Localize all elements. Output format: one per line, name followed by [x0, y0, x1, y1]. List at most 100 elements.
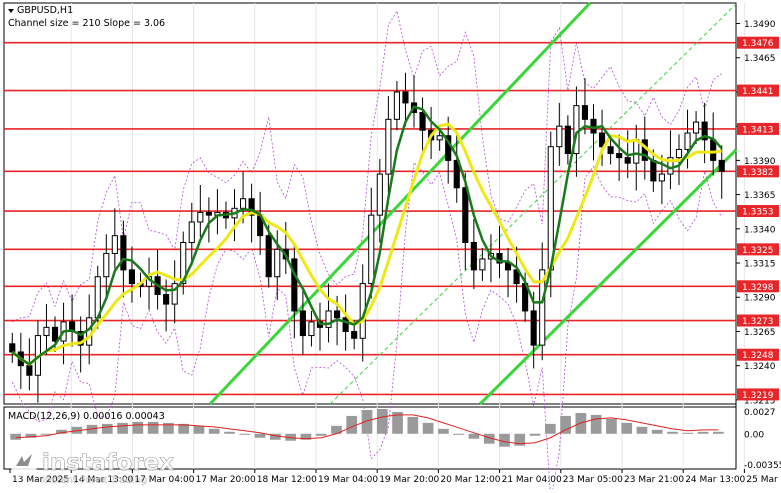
ma-slow-line: [11, 122, 722, 366]
price-tick-label: 1.3315: [744, 260, 776, 270]
candle-body: [675, 148, 683, 159]
candle-body: [633, 139, 640, 164]
candle-body: [265, 235, 272, 278]
macd-title: MACD(12,26,9) 0.00016 0.00043: [8, 411, 165, 422]
time-tick-label: 23 Mar 05:00: [563, 475, 623, 485]
level-label-box: [737, 84, 779, 97]
macd-histogram-bar: [117, 422, 128, 434]
channel-info: Channel size = 210 Slope = 3.06: [8, 18, 165, 29]
candle-body: [334, 310, 341, 319]
macd-histogram-bar: [331, 425, 342, 434]
candle-body: [504, 262, 512, 271]
level-labels: 1.3476 1.3441 1.3413 1.3382 1.3353 1.3325 1.32…: [737, 36, 779, 401]
ma-fast-line: [11, 105, 723, 366]
vertical-grid: [70, 3, 745, 469]
time-tick-label: 24 Mar 13:00: [685, 475, 745, 485]
candle-body: [248, 198, 255, 216]
band-upper-line: [12, 9, 722, 323]
time-tick-label: 19 Mar 04:00: [318, 475, 378, 485]
time-axis: 13 Mar 2025 14 Mar 13:00 17 Mar 04:00 17 Ma…: [9, 469, 781, 485]
price-tick-label: 1.3265: [744, 328, 776, 338]
macd-histogram-bar: [422, 422, 434, 434]
macd-histogram-bar: [392, 411, 403, 434]
level-label: 1.3441: [742, 87, 774, 97]
macd-tick-label: 0.0027: [744, 408, 776, 418]
macd-histogram-bar: [407, 416, 419, 434]
level-label: 1.3476: [742, 39, 774, 49]
macd-signal-line: [15, 414, 719, 445]
price-tick-label: 1.3215: [744, 396, 776, 406]
dropdown-triangle-icon[interactable]: [8, 9, 14, 13]
macd-histogram-bar: [178, 423, 190, 434]
candle-body: [650, 159, 657, 182]
level-label: 1.3382: [742, 168, 774, 178]
time-tick-label: 13 Mar 2025: [12, 475, 69, 485]
candle-body: [581, 105, 589, 120]
macd-histogram-bar: [590, 414, 602, 434]
level-label: 1.3353: [742, 208, 774, 218]
macd-histogram-bar: [544, 423, 556, 434]
time-tick-label: 17 Mar 20:00: [196, 475, 256, 485]
candle-body: [325, 310, 332, 328]
macd-histogram-bar: [376, 408, 388, 434]
time-tick-label: 14 Mar 13:00: [73, 475, 133, 485]
candle-body: [103, 252, 110, 278]
candle-body: [188, 221, 195, 244]
candle-body: [453, 159, 460, 189]
macd-histogram-bar: [56, 429, 67, 434]
candle-body: [710, 139, 717, 161]
macd-histogram-bar: [514, 433, 526, 446]
candle-body: [462, 187, 469, 244]
time-tick-label: 25 Mar 05:00: [746, 475, 781, 485]
level-label-box: [737, 122, 779, 135]
envelope-bands: [11, 9, 723, 493]
macd-histogram-bar: [361, 409, 373, 434]
candle-body: [274, 248, 281, 278]
candle-body: [393, 91, 400, 120]
candle-body: [376, 173, 383, 216]
candle-body: [351, 330, 358, 339]
macd-histogram-bar: [651, 429, 663, 434]
macd-histogram-bar: [193, 425, 205, 434]
macd-histogram-bar: [239, 433, 251, 435]
macd-histogram-bar: [300, 433, 312, 440]
candle-body: [693, 121, 700, 134]
candle-body: [701, 121, 708, 141]
price-tick-label: 1.3240: [744, 362, 776, 372]
candle-body: [419, 111, 426, 131]
macd-histogram-bar: [606, 418, 617, 434]
macd-tick-label: 0.00: [744, 430, 764, 440]
candle-body: [77, 330, 84, 346]
watermark-tagline: Instant Forex Trading: [42, 475, 147, 486]
candle-body: [564, 125, 571, 155]
price-tick-label: 1.3490: [744, 20, 776, 30]
time-tick-label: 23 Mar 21:00: [624, 475, 684, 485]
candle-body: [308, 321, 315, 337]
level-label: 1.3219: [742, 391, 774, 401]
time-tick-label: 19 Mar 20:00: [379, 475, 439, 485]
macd-tick-label: -0.00355: [744, 461, 781, 471]
candle-body: [368, 214, 375, 285]
time-tick-label: 20 Mar 12:00: [440, 475, 500, 485]
macd-histogram-bar: [667, 431, 678, 434]
macd-histogram-bar: [697, 431, 709, 434]
candle-body: [616, 153, 623, 159]
candle-body: [128, 269, 136, 285]
macd-histogram-bar: [682, 432, 694, 434]
candle-body: [590, 118, 597, 134]
macd-histogram-bar: [499, 433, 510, 447]
candle-body: [197, 211, 204, 223]
level-label: 1.3413: [742, 125, 774, 135]
candle-body: [111, 235, 118, 254]
macd-histogram-bar: [636, 426, 648, 434]
candle-body: [479, 258, 486, 271]
price-tick-label: 1.3390: [744, 157, 776, 167]
candle-body: [9, 343, 16, 353]
level-label-box: [737, 388, 779, 401]
candle-body: [684, 132, 691, 150]
macd-histogram-bar: [453, 433, 465, 435]
candle-body: [436, 135, 443, 141]
level-label-box: [737, 165, 779, 178]
channel-line: [208, 1, 592, 406]
